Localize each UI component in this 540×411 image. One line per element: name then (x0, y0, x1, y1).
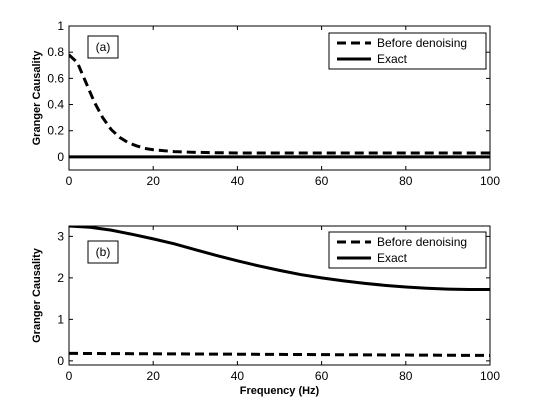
x-tick-label: 40 (231, 174, 245, 188)
legend-box (328, 231, 487, 269)
y-tick-label: 1 (57, 312, 64, 326)
panel-label-box (87, 35, 119, 59)
y-tick-label: 0.4 (47, 98, 64, 112)
panel-0: 0 20 40 60 80 100 0 0.2 0.4 0.6 0.8 1 Granger Causal… (31, 19, 500, 188)
y-tick-label: 2 (57, 271, 64, 285)
series-line-exact (69, 226, 490, 291)
x-tick-label: 80 (399, 174, 413, 188)
series-line-before-denoising (69, 53, 490, 155)
x-tick-label: 60 (315, 369, 329, 383)
x-axis-label: Frequency (Hz) (240, 385, 320, 397)
legend-label: Exact (377, 52, 408, 66)
y-tick-label: 0 (57, 354, 64, 368)
x-tick-label: 40 (231, 369, 245, 383)
y-tick-label: 0.6 (47, 71, 64, 85)
x-tick-label: 0 (66, 174, 73, 188)
y-tick-label: 1 (57, 19, 64, 33)
x-tick-label: 80 (399, 369, 413, 383)
legend-box (328, 32, 487, 70)
y-tick-label: 3 (57, 229, 64, 243)
x-tick-label: 0 (66, 369, 73, 383)
panel-label: (b) (96, 245, 111, 259)
x-tick-label: 60 (315, 174, 329, 188)
x-tick-label: 100 (480, 174, 500, 188)
y-tick-label: 0 (57, 150, 64, 164)
panel-label: (a) (96, 40, 111, 54)
y-axis-label: Granger Causality (31, 247, 43, 343)
panel-1: 0 20 40 60 80 100 0 1 2 3 Granger Causality Frequen… (31, 225, 500, 397)
series-line-before-denoising (69, 351, 490, 357)
y-tick-label: 0.8 (47, 45, 64, 59)
x-tick-label: 20 (147, 174, 161, 188)
panel-label-box (87, 240, 119, 264)
y-axis-label: Granger Causality (31, 50, 43, 146)
legend-label: Before denoising (377, 36, 467, 50)
legend-label: Before denoising (377, 235, 467, 249)
legend-label: Exact (377, 251, 408, 265)
x-tick-label: 20 (147, 369, 161, 383)
y-tick-label: 0.2 (47, 124, 64, 138)
x-tick-label: 100 (480, 369, 500, 383)
